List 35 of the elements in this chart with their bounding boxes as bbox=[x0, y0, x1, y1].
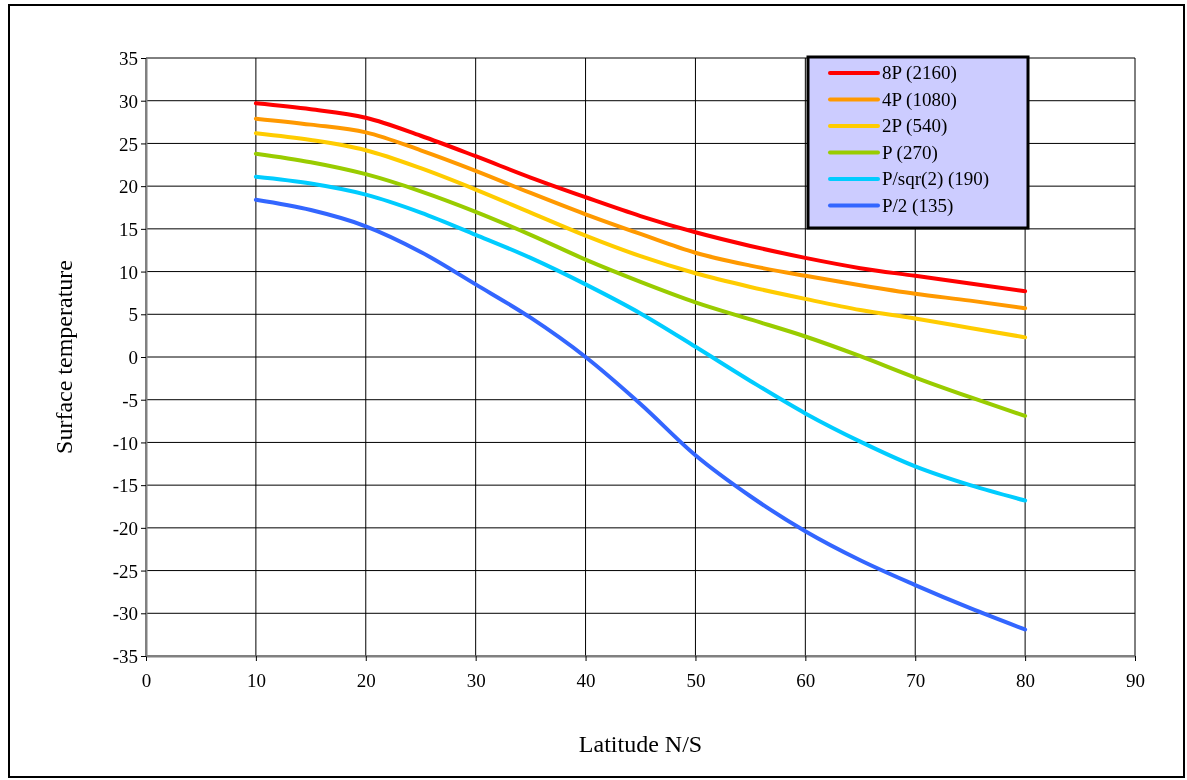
x-tick-label: 10 bbox=[246, 669, 266, 691]
y-tick-label: 30 bbox=[119, 90, 138, 112]
x-tick-label: 90 bbox=[1126, 669, 1145, 691]
y-tick-label: 5 bbox=[128, 304, 138, 326]
y-tick-label: -35 bbox=[112, 646, 138, 668]
line-series bbox=[253, 197, 1028, 632]
y-tick-label: -10 bbox=[112, 432, 138, 454]
x-tick-label: 60 bbox=[796, 669, 816, 691]
y-tick-label: -25 bbox=[112, 560, 138, 582]
x-tick-label: 20 bbox=[356, 669, 376, 691]
legend-label: P (270) bbox=[882, 141, 938, 164]
y-tick-label: 25 bbox=[119, 133, 138, 155]
y-tick-label: -30 bbox=[112, 603, 138, 625]
y-tick-label: 10 bbox=[119, 261, 138, 283]
legend-label: 2P (540) bbox=[882, 115, 948, 137]
y-tick-label: 20 bbox=[119, 176, 138, 198]
y-tick-label: 0 bbox=[128, 347, 138, 369]
x-tick-label: 40 bbox=[576, 669, 596, 691]
x-tick-label: 30 bbox=[466, 669, 486, 691]
x-tick-label: 70 bbox=[906, 669, 926, 691]
y-tick-label: 15 bbox=[119, 219, 138, 241]
y-axis-title: Surface temperature bbox=[51, 260, 77, 454]
y-tick-label: -20 bbox=[112, 518, 138, 540]
legend-label: 4P (1080) bbox=[882, 88, 957, 111]
x-tick-label: 50 bbox=[686, 669, 706, 691]
x-tick-label: 80 bbox=[1016, 669, 1036, 691]
legend-label: P/sqr(2) (190) bbox=[882, 168, 990, 190]
y-tick-label: -15 bbox=[112, 475, 138, 497]
line-series bbox=[253, 174, 1028, 503]
line-series bbox=[253, 116, 1028, 311]
y-tick-label: -5 bbox=[122, 389, 138, 411]
legend-label: P/2 (135) bbox=[882, 194, 954, 217]
y-tick-label: 35 bbox=[119, 48, 138, 70]
legend-label: 8P (2160) bbox=[882, 62, 957, 84]
x-axis-title: Latitude N/S bbox=[578, 731, 703, 757]
